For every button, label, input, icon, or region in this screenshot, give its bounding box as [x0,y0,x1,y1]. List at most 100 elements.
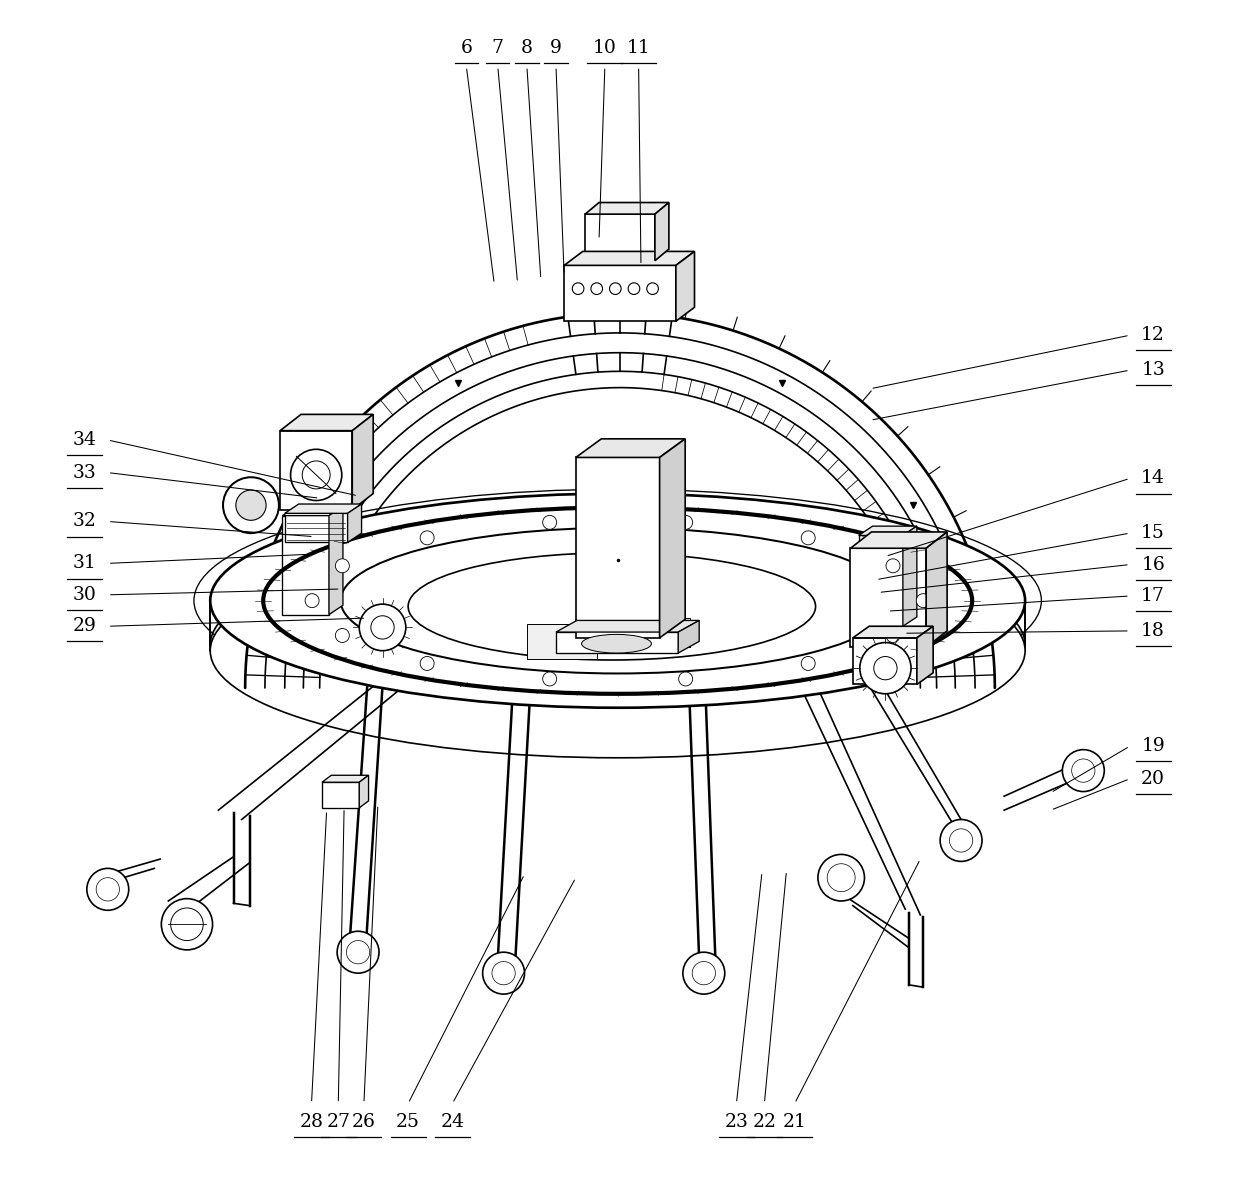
Polygon shape [575,439,686,457]
Circle shape [420,531,434,545]
Polygon shape [678,621,699,653]
Circle shape [223,477,279,534]
Polygon shape [858,527,916,536]
Circle shape [573,283,584,294]
Text: 6: 6 [460,39,472,57]
Circle shape [335,629,350,642]
Circle shape [940,820,982,861]
Text: 8: 8 [521,39,533,57]
Polygon shape [564,251,694,265]
Text: 7: 7 [492,39,503,57]
Ellipse shape [211,538,1025,752]
Polygon shape [360,775,368,808]
FancyBboxPatch shape [858,536,903,627]
Circle shape [236,490,267,521]
Text: 28: 28 [300,1113,324,1131]
Polygon shape [322,775,368,782]
FancyBboxPatch shape [631,618,689,647]
Text: 27: 27 [326,1113,350,1131]
Circle shape [801,656,815,670]
Text: 34: 34 [73,431,97,449]
Circle shape [818,854,864,901]
Text: 11: 11 [626,39,651,57]
FancyBboxPatch shape [322,782,360,808]
Circle shape [610,283,621,294]
Text: 32: 32 [73,512,97,530]
Text: 19: 19 [1141,737,1166,755]
Polygon shape [660,439,686,638]
Text: 26: 26 [352,1113,376,1131]
Text: 14: 14 [1141,469,1166,488]
Polygon shape [851,532,947,548]
Polygon shape [347,504,362,542]
Circle shape [629,283,640,294]
Polygon shape [285,504,362,514]
Text: 22: 22 [753,1113,776,1131]
Text: 24: 24 [440,1113,464,1131]
Text: 17: 17 [1141,587,1166,605]
Circle shape [678,515,693,529]
Polygon shape [903,527,916,627]
FancyBboxPatch shape [527,624,596,659]
Circle shape [161,899,212,949]
Circle shape [337,932,379,973]
Ellipse shape [211,494,1025,708]
Ellipse shape [582,635,651,653]
Text: 33: 33 [73,464,97,482]
Text: 31: 31 [73,555,97,573]
Polygon shape [655,203,668,260]
Circle shape [543,515,557,529]
Circle shape [420,656,434,670]
Text: 18: 18 [1141,622,1166,640]
FancyBboxPatch shape [285,514,347,542]
FancyBboxPatch shape [851,548,926,647]
Text: 25: 25 [396,1113,420,1131]
Circle shape [290,449,342,501]
Circle shape [305,594,319,608]
Circle shape [1063,749,1105,792]
Circle shape [647,283,658,294]
FancyBboxPatch shape [556,633,678,653]
Circle shape [887,558,900,573]
FancyBboxPatch shape [575,457,660,638]
Polygon shape [280,415,373,431]
Ellipse shape [211,543,1025,757]
FancyBboxPatch shape [280,431,352,510]
Circle shape [543,671,557,686]
Ellipse shape [408,552,816,660]
Circle shape [801,531,815,545]
Circle shape [678,671,693,686]
Polygon shape [916,627,934,684]
Circle shape [887,629,900,642]
Polygon shape [283,507,343,516]
Circle shape [335,558,350,573]
Text: 21: 21 [782,1113,806,1131]
Circle shape [916,594,930,608]
Circle shape [591,283,603,294]
Polygon shape [352,415,373,510]
Text: 20: 20 [1141,769,1166,788]
Text: 13: 13 [1141,362,1166,379]
FancyBboxPatch shape [853,638,916,684]
Text: 29: 29 [73,617,97,635]
Polygon shape [853,627,934,638]
Polygon shape [585,203,668,214]
Text: 23: 23 [724,1113,749,1131]
FancyBboxPatch shape [283,516,329,615]
Polygon shape [329,507,343,615]
Text: 30: 30 [73,585,97,604]
Circle shape [482,952,525,994]
Circle shape [87,868,129,911]
Ellipse shape [341,528,895,674]
Polygon shape [556,621,699,633]
Text: 10: 10 [593,39,616,57]
Text: 9: 9 [551,39,562,57]
Circle shape [859,642,911,694]
Polygon shape [676,251,694,322]
FancyBboxPatch shape [585,214,655,260]
Polygon shape [926,532,947,647]
Circle shape [683,952,724,994]
Text: 16: 16 [1141,556,1166,574]
FancyBboxPatch shape [564,265,676,322]
Text: 12: 12 [1141,326,1166,344]
